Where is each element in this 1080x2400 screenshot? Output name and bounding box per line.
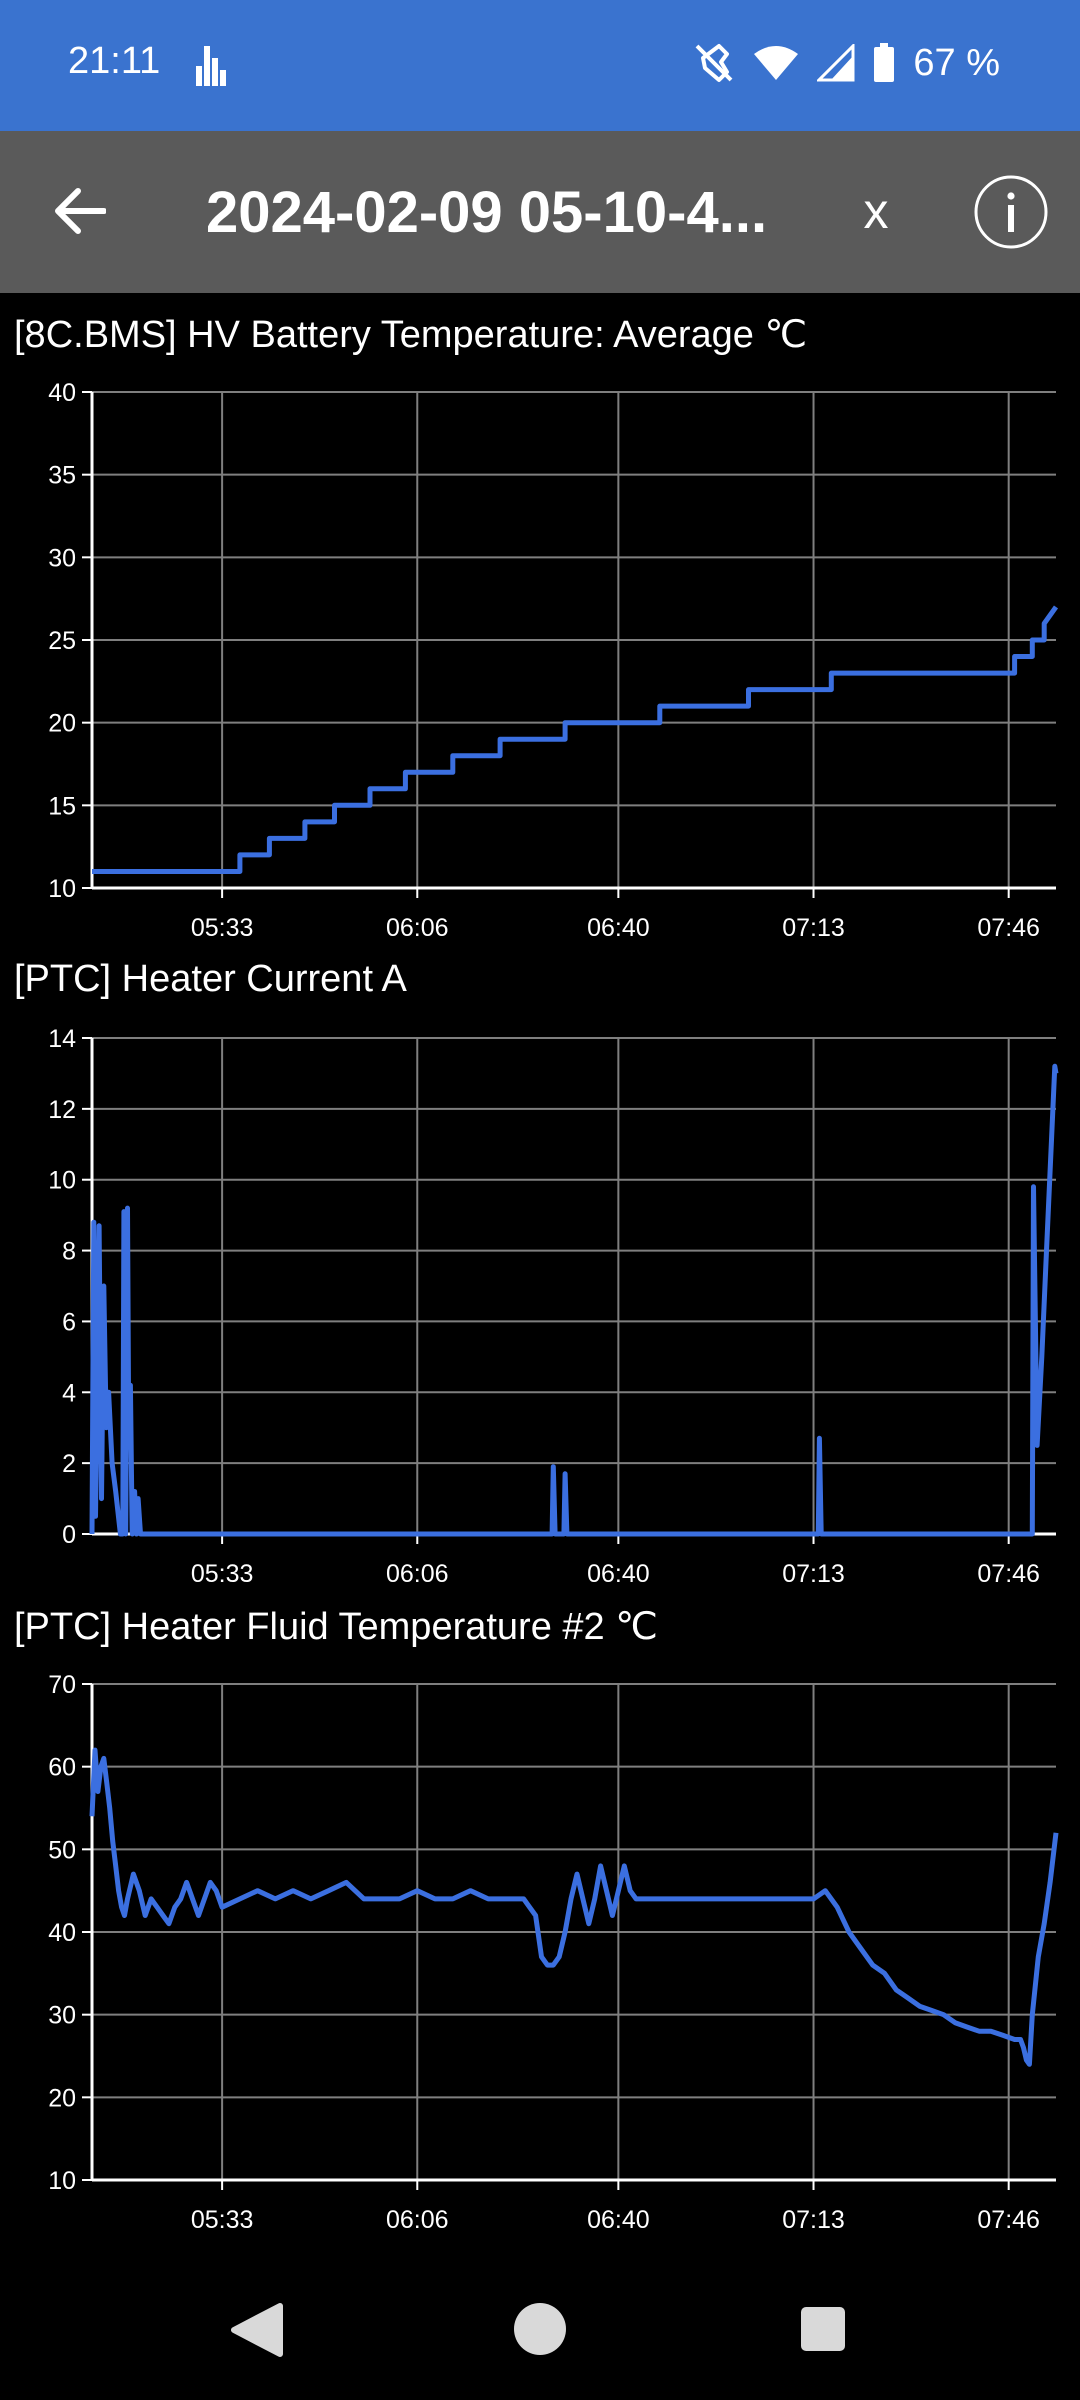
x-tick-label: 05:33 bbox=[191, 1560, 254, 1588]
status-time: 21:11 bbox=[68, 40, 161, 82]
x-tick-label: 06:06 bbox=[386, 1560, 449, 1588]
series-line bbox=[92, 605, 1059, 874]
y-tick-label: 14 bbox=[48, 1025, 76, 1053]
y-tick-label: 35 bbox=[48, 462, 76, 490]
y-tick-label: 70 bbox=[48, 1671, 76, 1699]
mute-icon bbox=[695, 44, 733, 82]
y-tick-label: 10 bbox=[48, 2167, 76, 2195]
y-tick-label: 50 bbox=[48, 1836, 76, 1864]
y-tick-label: 30 bbox=[48, 544, 76, 572]
y-tick-label: 40 bbox=[48, 379, 76, 407]
y-tick-label: 10 bbox=[48, 1167, 76, 1195]
y-tick-label: 2 bbox=[62, 1450, 76, 1478]
x-tick-label: 06:40 bbox=[587, 914, 650, 942]
wifi-icon bbox=[754, 46, 799, 80]
x-tick-label: 07:13 bbox=[782, 2206, 845, 2234]
y-tick-label: 8 bbox=[62, 1238, 76, 1266]
heater-current-chart: 0 2 4 6 8 10 12 14 05:33 06:06 06:40 07:13 07:46 bbox=[48, 1025, 1059, 1588]
x-tick-label: 06:40 bbox=[587, 1560, 650, 1588]
x-tick-label: 07:13 bbox=[782, 1560, 845, 1588]
y-tick-label: 25 bbox=[48, 627, 76, 655]
y-tick-label: 0 bbox=[62, 1521, 76, 1549]
chart-title: [PTC] Heater Current A bbox=[14, 958, 407, 1000]
nav-recents-button[interactable] bbox=[800, 2306, 846, 2352]
battery-icon bbox=[874, 43, 895, 82]
nav-back-icon bbox=[231, 2303, 283, 2357]
x-tick-label: 05:33 bbox=[191, 2206, 254, 2234]
series-line bbox=[89, 1063, 1059, 1537]
x-tick-label: 07:13 bbox=[782, 914, 845, 942]
navigation-bar bbox=[0, 2230, 1080, 2400]
info-icon bbox=[974, 175, 1048, 249]
x-tick-label: 06:06 bbox=[386, 914, 449, 942]
heater-fluid-temperature-chart: 10 20 30 40 50 60 70 05:33 06:06 06:40 07:13 07:46 bbox=[48, 1671, 1059, 2234]
y-tick-label: 6 bbox=[62, 1308, 76, 1336]
info-button[interactable] bbox=[974, 175, 1080, 249]
nav-recents-icon bbox=[801, 2307, 845, 2351]
y-tick-label: 15 bbox=[48, 792, 76, 820]
status-bar: 21:11 67 % bbox=[0, 0, 1080, 131]
close-button[interactable]: x bbox=[863, 183, 889, 239]
battery-percentage: 67 % bbox=[913, 41, 1000, 84]
y-tick-label: 20 bbox=[48, 2084, 76, 2112]
equalizer-icon bbox=[196, 46, 226, 86]
back-arrow-icon bbox=[55, 188, 106, 234]
log-title: 2024-02-09 05-10-4... bbox=[206, 180, 768, 245]
series-line bbox=[89, 1747, 1059, 2067]
x-tick-label: 07:46 bbox=[977, 914, 1040, 942]
battery-temperature-chart: 10 15 20 25 30 35 40 05:33 06:06 06:40 07:13 07:46 bbox=[48, 379, 1059, 942]
app-bar: 2024-02-09 05-10-4... x bbox=[0, 131, 1080, 293]
x-tick-label: 05:33 bbox=[191, 914, 254, 942]
x-tick-label: 06:06 bbox=[386, 2206, 449, 2234]
y-tick-label: 20 bbox=[48, 710, 76, 738]
y-tick-label: 10 bbox=[48, 875, 76, 903]
signal-icon bbox=[817, 44, 855, 82]
y-tick-label: 4 bbox=[62, 1379, 76, 1407]
x-tick-label: 07:46 bbox=[977, 2206, 1040, 2234]
chart-title: [PTC] Heater Fluid Temperature #2 ℃ bbox=[14, 1606, 658, 1648]
status-icons: 67 % bbox=[693, 38, 1000, 88]
nav-back-button[interactable] bbox=[228, 2302, 284, 2358]
y-tick-label: 12 bbox=[48, 1096, 76, 1124]
x-tick-label: 06:40 bbox=[587, 2206, 650, 2234]
nav-home-icon bbox=[514, 2303, 566, 2355]
y-tick-label: 40 bbox=[48, 1919, 76, 1947]
chart-title: [8C.BMS] HV Battery Temperature: Average… bbox=[14, 314, 808, 356]
y-tick-label: 30 bbox=[48, 2002, 76, 2030]
back-button[interactable] bbox=[40, 166, 120, 256]
y-tick-label: 60 bbox=[48, 1754, 76, 1782]
nav-home-button[interactable] bbox=[513, 2302, 567, 2356]
x-tick-label: 07:46 bbox=[977, 1560, 1040, 1588]
